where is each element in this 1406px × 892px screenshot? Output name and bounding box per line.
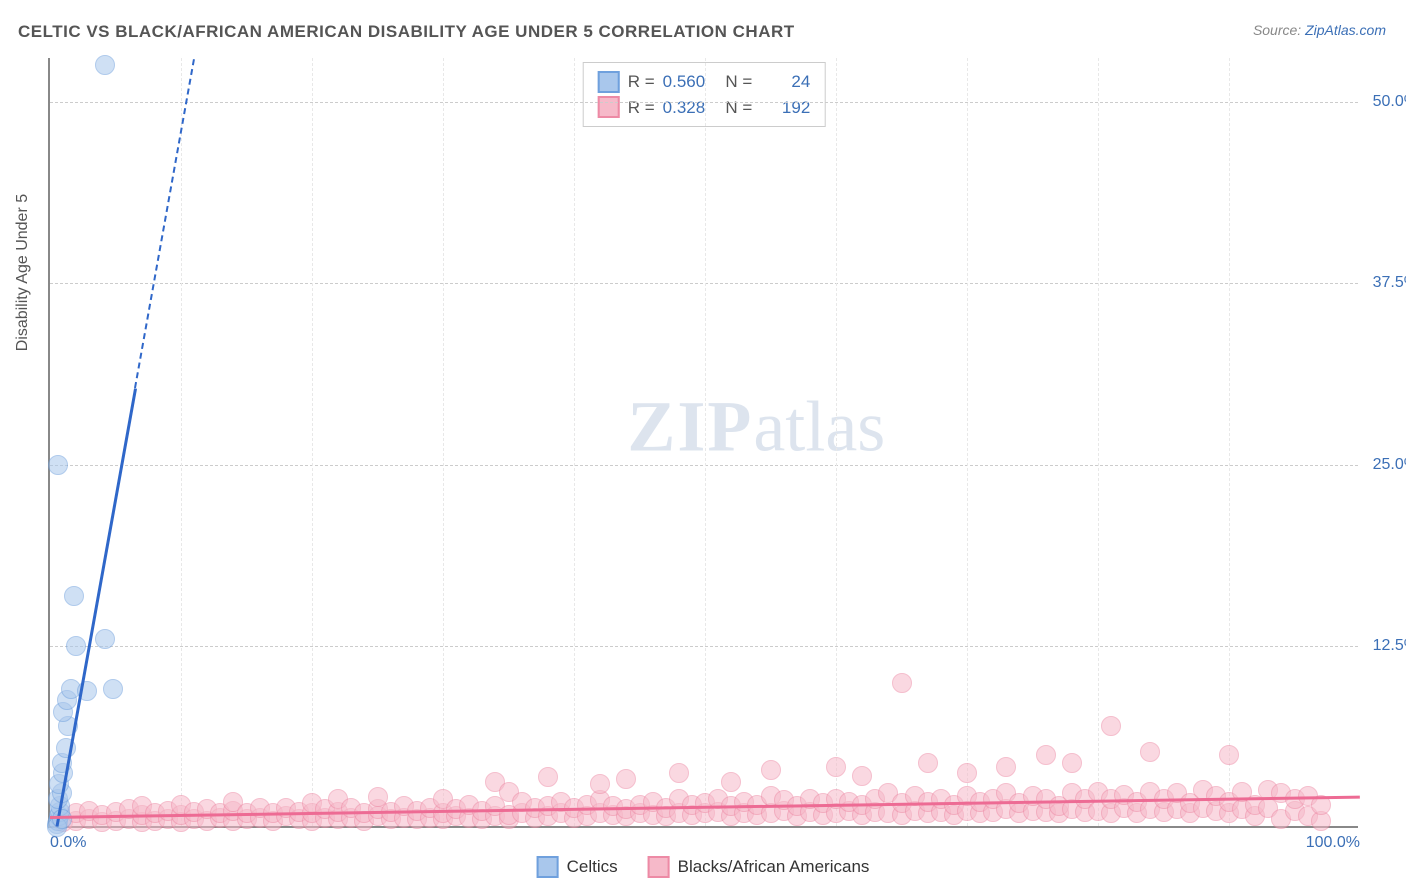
gridline-v [836,58,837,826]
legend-series: Celtics Blacks/African Americans [537,856,870,878]
legend-bottom-label-0: Celtics [567,857,618,877]
data-point [996,757,1016,777]
trend-line [134,59,195,388]
data-point [669,763,689,783]
gridline-v [181,58,182,826]
trend-line [55,388,137,827]
legend-n-value-0: 24 [760,69,810,95]
chart-container: CELTIC VS BLACK/AFRICAN AMERICAN DISABIL… [0,0,1406,892]
legend-n-value-1: 192 [760,95,810,121]
legend-stats: R = 0.560 N = 24 R = 0.328 N = 192 [583,62,826,127]
data-point [66,636,86,656]
gridline-h [50,283,1358,284]
data-point [721,772,741,792]
watermark-rest: atlas [753,386,885,466]
gridline-v [312,58,313,826]
gridline-v [967,58,968,826]
data-point [48,455,68,475]
chart-title: CELTIC VS BLACK/AFRICAN AMERICAN DISABIL… [18,22,795,42]
data-point [1101,716,1121,736]
y-axis-label: Disability Age Under 5 [14,194,32,351]
legend-item-0: Celtics [537,856,618,878]
gridline-v [705,58,706,826]
data-point [538,767,558,787]
gridline-h [50,646,1358,647]
data-point [95,629,115,649]
y-tick-label: 12.5% [1363,637,1406,655]
gridline-v [443,58,444,826]
gridline-h [50,102,1358,103]
data-point [852,766,872,786]
data-point [616,769,636,789]
gridline-h [50,465,1358,466]
data-point [590,774,610,794]
legend-item-1: Blacks/African Americans [648,856,870,878]
watermark: ZIPatlas [627,385,885,468]
source-attribution: Source: ZipAtlas.com [1253,22,1386,38]
legend-n-label-1: N = [721,95,753,121]
x-tick-label: 100.0% [1306,834,1360,852]
plot-area: ZIPatlas R = 0.560 N = 24 R = 0.328 N = … [48,58,1358,828]
source-link[interactable]: ZipAtlas.com [1305,22,1386,38]
legend-bottom-label-1: Blacks/African Americans [678,857,870,877]
gridline-v [1229,58,1230,826]
y-tick-label: 50.0% [1363,93,1406,111]
data-point [761,760,781,780]
data-point [1062,753,1082,773]
gridline-v [1098,58,1099,826]
source-label: Source: [1253,22,1305,38]
watermark-bold: ZIP [627,386,753,466]
data-point [103,679,123,699]
legend-bottom-swatch-1 [648,856,670,878]
data-point [64,586,84,606]
y-tick-label: 37.5% [1363,274,1406,292]
y-tick-label: 25.0% [1363,456,1406,474]
legend-r-label-1: R = [628,95,655,121]
data-point [1219,745,1239,765]
data-point [957,763,977,783]
legend-bottom-swatch-0 [537,856,559,878]
data-point [918,753,938,773]
legend-stats-row-0: R = 0.560 N = 24 [598,69,811,95]
data-point [826,757,846,777]
data-point [1036,745,1056,765]
data-point [1140,742,1160,762]
legend-swatch-0 [598,71,620,93]
data-point [95,55,115,75]
legend-r-label-0: R = [628,69,655,95]
data-point [892,673,912,693]
legend-stats-row-1: R = 0.328 N = 192 [598,95,811,121]
gridline-v [574,58,575,826]
legend-swatch-1 [598,96,620,118]
legend-n-label-0: N = [721,69,753,95]
x-tick-label: 0.0% [50,834,86,852]
